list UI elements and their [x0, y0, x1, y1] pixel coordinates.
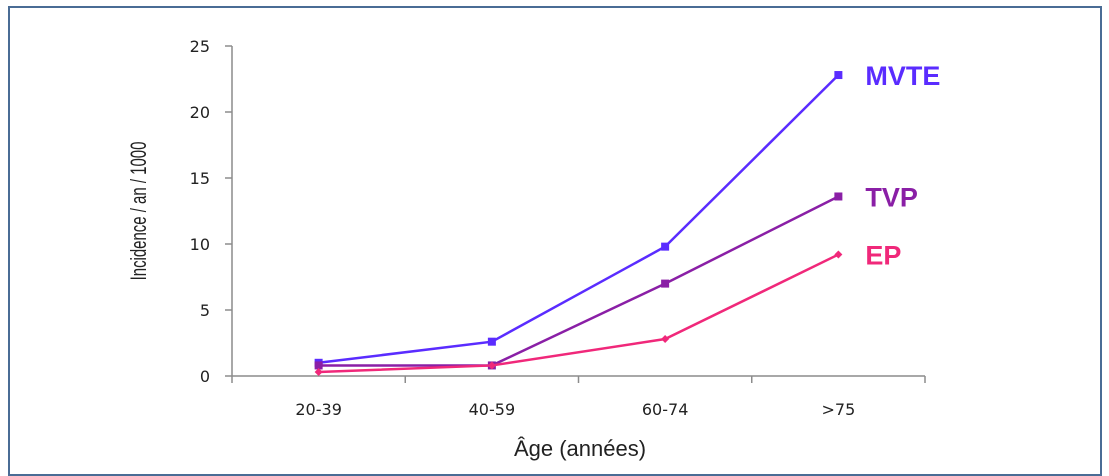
x-tick-group: 20-39 40-59 60-74 >75 [231, 376, 926, 419]
data-point-mvte [487, 337, 496, 346]
y-tick-label: 0 [200, 367, 210, 386]
y-tick-label: 20 [190, 103, 210, 122]
series-layer: MVTE TVP EP [314, 61, 940, 377]
y-axis-title: Incidence / an / 1000 [126, 142, 151, 281]
data-point-mvte [661, 242, 670, 251]
y-tick-label: 15 [190, 169, 210, 188]
y-tick-label: 5 [200, 301, 210, 320]
series-line-tvp [318, 195, 839, 367]
series-label-tvp: TVP [865, 182, 918, 212]
x-tick-label: >75 [821, 400, 855, 419]
data-point-ep [661, 335, 670, 344]
data-point-ep [834, 250, 843, 259]
series-label-mvte: MVTE [865, 61, 940, 91]
y-tick-label: 10 [190, 235, 210, 254]
chart-frame: 0 5 10 15 20 25 20-39 40-59 60-74 >75 MVTE TVP EP … [8, 6, 1102, 476]
data-point-tvp [661, 279, 670, 288]
x-tick-label: 20-39 [295, 400, 342, 419]
x-tick-label: 40-59 [469, 400, 516, 419]
data-point-mvte [834, 71, 843, 80]
series-line-ep [318, 253, 839, 374]
data-point-tvp [834, 192, 843, 201]
series-line-mvte [318, 74, 840, 365]
y-tick-group: 0 5 10 15 20 25 [190, 37, 232, 386]
series-label-ep: EP [865, 241, 901, 271]
y-tick-label: 25 [190, 37, 210, 56]
data-point-tvp [314, 361, 323, 370]
x-tick-label: 60-74 [642, 400, 689, 419]
data-point-ep [487, 361, 496, 370]
data-point-ep [314, 368, 323, 377]
x-axis-title: Âge (années) [514, 436, 646, 461]
